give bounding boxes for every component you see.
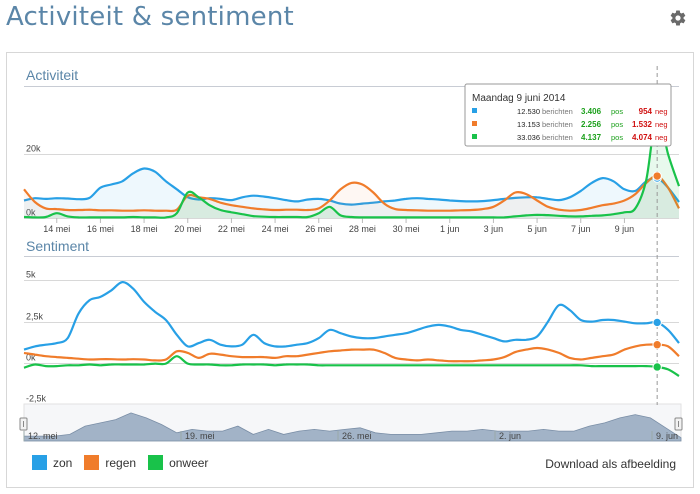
tooltip-count-regen: 13.153: [517, 120, 540, 129]
sentiment-line-zon: [23, 281, 680, 351]
activity-x-tick: 1 jun: [440, 224, 460, 234]
tooltip-pos-label-onweer: pos: [611, 133, 623, 142]
tooltip-neg-zon: 954: [639, 107, 653, 116]
activity-y-tick: 0k: [26, 208, 36, 218]
tooltip-swatch-regen: [472, 121, 477, 126]
tooltip-pos-onweer: 4.137: [581, 133, 602, 142]
activity-marker-regen: [652, 171, 662, 181]
chart-title-sentiment: Sentiment: [26, 238, 89, 254]
tooltip-neg-label-regen: neg: [655, 120, 668, 129]
tooltip-swatch-zon: [472, 108, 477, 113]
legend-swatch-onweer: [148, 455, 164, 470]
sentiment-y-tick: 2,5k: [26, 312, 44, 322]
legend-item-onweer[interactable]: onweer: [148, 455, 208, 470]
legend-item-zon[interactable]: zon: [32, 455, 72, 470]
gear-icon[interactable]: [669, 9, 687, 27]
activity-area-regen: [24, 175, 679, 218]
navigator-x-tick: 12. mei: [28, 431, 58, 441]
tooltip-neg-regen: 1.532: [632, 120, 653, 129]
sentiment-marker-regen: [652, 340, 662, 350]
activity-x-tick: 7 jun: [571, 224, 591, 234]
activity-x-tick: 9 jun: [615, 224, 635, 234]
tooltip-neg-onweer: 4.074: [632, 133, 653, 142]
legend: zon regen onweer: [32, 455, 220, 470]
tooltip-title: Maandag 9 juni 2014: [472, 93, 566, 104]
sentiment-y-tick: -2,5k: [26, 394, 47, 404]
activity-x-tick: 14 mei: [43, 224, 70, 234]
activity-line-regen: [23, 174, 680, 213]
sentiment-y-tick: 0k: [26, 353, 36, 363]
activity-area-zon: [24, 168, 679, 218]
sentiment-line-regen: [23, 343, 680, 363]
tooltip: Maandag 9 juni 2014 12.530 berichten 3.406…: [464, 83, 672, 147]
activity-x-tick: 20 mei: [174, 224, 201, 234]
legend-item-regen[interactable]: regen: [84, 455, 136, 470]
activity-x-tick: 28 mei: [349, 224, 376, 234]
tooltip-berichten-onweer: berichten: [542, 133, 573, 142]
activity-x-tick: 30 mei: [393, 224, 420, 234]
page-title: Activiteit & sentiment: [6, 2, 294, 32]
activity-line-onweer: [23, 111, 681, 219]
activity-x-tick: 16 mei: [87, 224, 114, 234]
navigator-x-tick: 26. mei: [342, 431, 372, 441]
activity-line-zon: [23, 167, 680, 206]
tooltip-pos-label-zon: pos: [611, 107, 623, 116]
tooltip-count-onweer: 33.036: [517, 133, 540, 142]
legend-swatch-zon: [32, 455, 47, 470]
tooltip-pos-regen: 2.256: [581, 120, 602, 129]
navigator-x-tick: 19. mei: [185, 431, 215, 441]
sentiment-y-tick: 5k: [26, 270, 36, 280]
chart-title-activiteit: Activiteit: [26, 67, 78, 83]
activity-x-tick: 24 mei: [262, 224, 289, 234]
sentiment-marker-onweer: [652, 362, 662, 372]
legend-label-zon: zon: [53, 455, 73, 470]
legend-swatch-regen: [84, 455, 100, 470]
tooltip-count-zon: 12.530: [517, 107, 540, 116]
tooltip-neg-label-onweer: neg: [655, 133, 668, 142]
tooltip-pos-zon: 3.406: [581, 107, 602, 116]
activity-x-tick: 22 mei: [218, 224, 245, 234]
activity-x-tick: 5 jun: [527, 224, 547, 234]
download-image-link[interactable]: Download als afbeelding: [545, 457, 676, 471]
navigator-x-tick: 2. jun: [499, 431, 521, 441]
activity-x-tick: 3 jun: [484, 224, 504, 234]
activity-x-tick: 26 mei: [305, 224, 332, 234]
sentiment-marker-zon: [652, 317, 662, 328]
activity-y-tick: 20k: [26, 144, 41, 154]
tooltip-pos-label-regen: pos: [611, 120, 623, 129]
navigator-area: [23, 412, 682, 442]
legend-label-onweer: onweer: [169, 455, 209, 470]
navigator-x-tick: 9. jun: [656, 431, 678, 441]
tooltip-berichten-regen: berichten: [542, 120, 573, 129]
activity-x-tick: 18 mei: [131, 224, 158, 234]
legend-label-regen: regen: [105, 455, 137, 470]
tooltip-swatch-onweer: [472, 134, 477, 139]
tooltip-box: [464, 83, 672, 147]
tooltip-neg-label-zon: neg: [655, 107, 668, 116]
tooltip-berichten-zon: berichten: [542, 107, 573, 116]
sentiment-line-onweer: [23, 355, 680, 377]
